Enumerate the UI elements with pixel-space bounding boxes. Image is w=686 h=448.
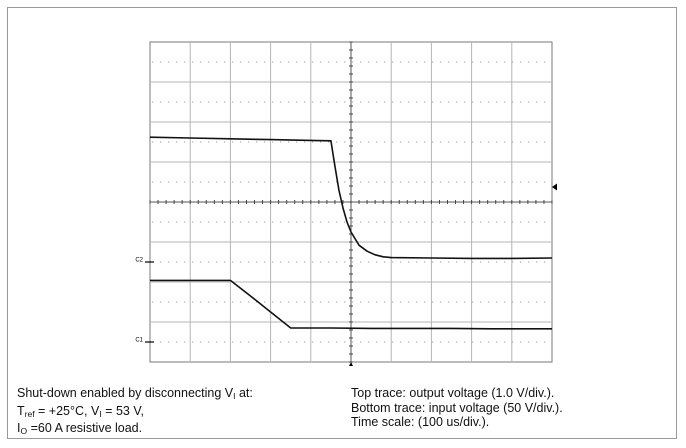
trigger-level-arrow	[552, 184, 557, 191]
caption-left: Shut-down enabled by disconnecting VI at…	[17, 386, 347, 439]
bottom-trace-description: Bottom trace: input voltage (50 V/div.).	[351, 401, 671, 416]
ground-marker-label-c2: C2	[135, 258, 143, 264]
caption-line-3: IO =60 A resistive load.	[17, 421, 347, 439]
caption-line-1: Shut-down enabled by disconnecting VI at…	[17, 386, 347, 404]
ground-marker-label-c1: C1	[135, 338, 143, 344]
caption-right: Top trace: output voltage (1.0 V/div.). …	[351, 386, 671, 430]
time-scale-description: Time scale: (100 us/div.).	[351, 415, 671, 430]
caption-line-2: Tref = +25°C, VI = 53 V,	[17, 404, 347, 422]
top-trace-description: Top trace: output voltage (1.0 V/div.).	[351, 386, 671, 401]
trigger-position-marker	[349, 362, 353, 366]
scope-grid	[150, 42, 552, 366]
ground-markers: C2 C1	[135, 258, 154, 344]
